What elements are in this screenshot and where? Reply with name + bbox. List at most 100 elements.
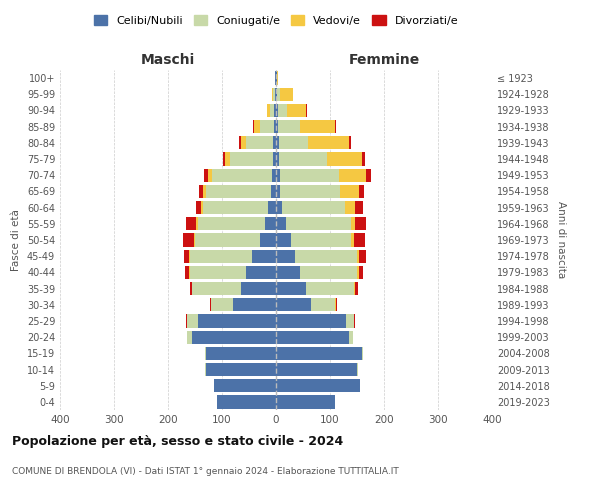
Bar [306, 282, 354, 295]
Bar [239, 136, 241, 149]
Bar [271, 185, 276, 198]
Bar [359, 250, 365, 263]
Bar [278, 120, 300, 134]
Y-axis label: Fasce di età: Fasce di età [11, 209, 21, 271]
Bar [340, 185, 359, 198]
Bar [276, 250, 295, 263]
Bar [187, 217, 196, 230]
Bar [217, 396, 276, 408]
Bar [276, 298, 311, 312]
Bar [276, 104, 278, 117]
Bar [359, 266, 363, 279]
Bar [194, 234, 195, 246]
Y-axis label: Anni di nascita: Anni di nascita [556, 202, 566, 278]
Bar [276, 282, 306, 295]
Bar [184, 250, 189, 263]
Bar [276, 120, 278, 134]
Bar [196, 201, 201, 214]
Bar [354, 234, 365, 246]
Bar [355, 201, 364, 214]
Bar [260, 234, 276, 246]
Bar [268, 104, 270, 117]
Bar [291, 234, 350, 246]
Bar [276, 234, 291, 246]
Bar [247, 266, 276, 279]
Bar [241, 282, 276, 295]
Text: Maschi: Maschi [141, 53, 195, 67]
Bar [276, 396, 335, 408]
Text: Femmine: Femmine [349, 53, 419, 67]
Bar [201, 201, 203, 214]
Bar [277, 88, 280, 101]
Bar [272, 88, 274, 101]
Bar [276, 168, 280, 182]
Bar [273, 152, 276, 166]
Bar [283, 201, 344, 214]
Bar [346, 314, 354, 328]
Bar [247, 136, 274, 149]
Bar [265, 217, 276, 230]
Bar [276, 152, 278, 166]
Bar [276, 201, 283, 214]
Bar [183, 234, 194, 246]
Bar [196, 217, 198, 230]
Bar [190, 282, 193, 295]
Bar [203, 168, 208, 182]
Bar [328, 152, 362, 166]
Bar [211, 298, 233, 312]
Bar [214, 379, 276, 392]
Bar [280, 185, 340, 198]
Bar [295, 250, 357, 263]
Bar [336, 298, 337, 312]
Bar [311, 298, 335, 312]
Bar [357, 266, 359, 279]
Bar [198, 217, 265, 230]
Bar [287, 104, 306, 117]
Bar [274, 88, 275, 101]
Bar [349, 330, 353, 344]
Bar [276, 346, 362, 360]
Bar [193, 282, 241, 295]
Bar [350, 217, 355, 230]
Bar [272, 168, 276, 182]
Bar [355, 282, 358, 295]
Bar [185, 266, 189, 279]
Bar [190, 250, 252, 263]
Bar [276, 379, 360, 392]
Bar [260, 120, 274, 134]
Bar [301, 266, 357, 279]
Bar [277, 72, 278, 85]
Bar [268, 201, 276, 214]
Bar [280, 168, 339, 182]
Bar [276, 136, 278, 149]
Bar [210, 298, 211, 312]
Bar [270, 104, 274, 117]
Bar [275, 88, 276, 101]
Bar [274, 104, 276, 117]
Bar [190, 266, 247, 279]
Bar [276, 217, 286, 230]
Bar [335, 120, 336, 134]
Bar [187, 314, 198, 328]
Bar [362, 346, 364, 360]
Bar [278, 152, 328, 166]
Bar [308, 136, 349, 149]
Bar [208, 168, 212, 182]
Bar [355, 217, 365, 230]
Bar [212, 168, 272, 182]
Bar [252, 250, 276, 263]
Bar [254, 120, 260, 134]
Bar [349, 136, 350, 149]
Bar [230, 152, 273, 166]
Bar [366, 168, 371, 182]
Bar [339, 168, 366, 182]
Bar [276, 266, 301, 279]
Bar [199, 185, 203, 198]
Bar [350, 234, 354, 246]
Bar [241, 136, 247, 149]
Bar [205, 346, 206, 360]
Legend: Celibi/Nubili, Coniugati/e, Vedovi/e, Divorziati/e: Celibi/Nubili, Coniugati/e, Vedovi/e, Di… [89, 10, 463, 30]
Bar [354, 282, 355, 295]
Bar [233, 298, 276, 312]
Bar [357, 250, 359, 263]
